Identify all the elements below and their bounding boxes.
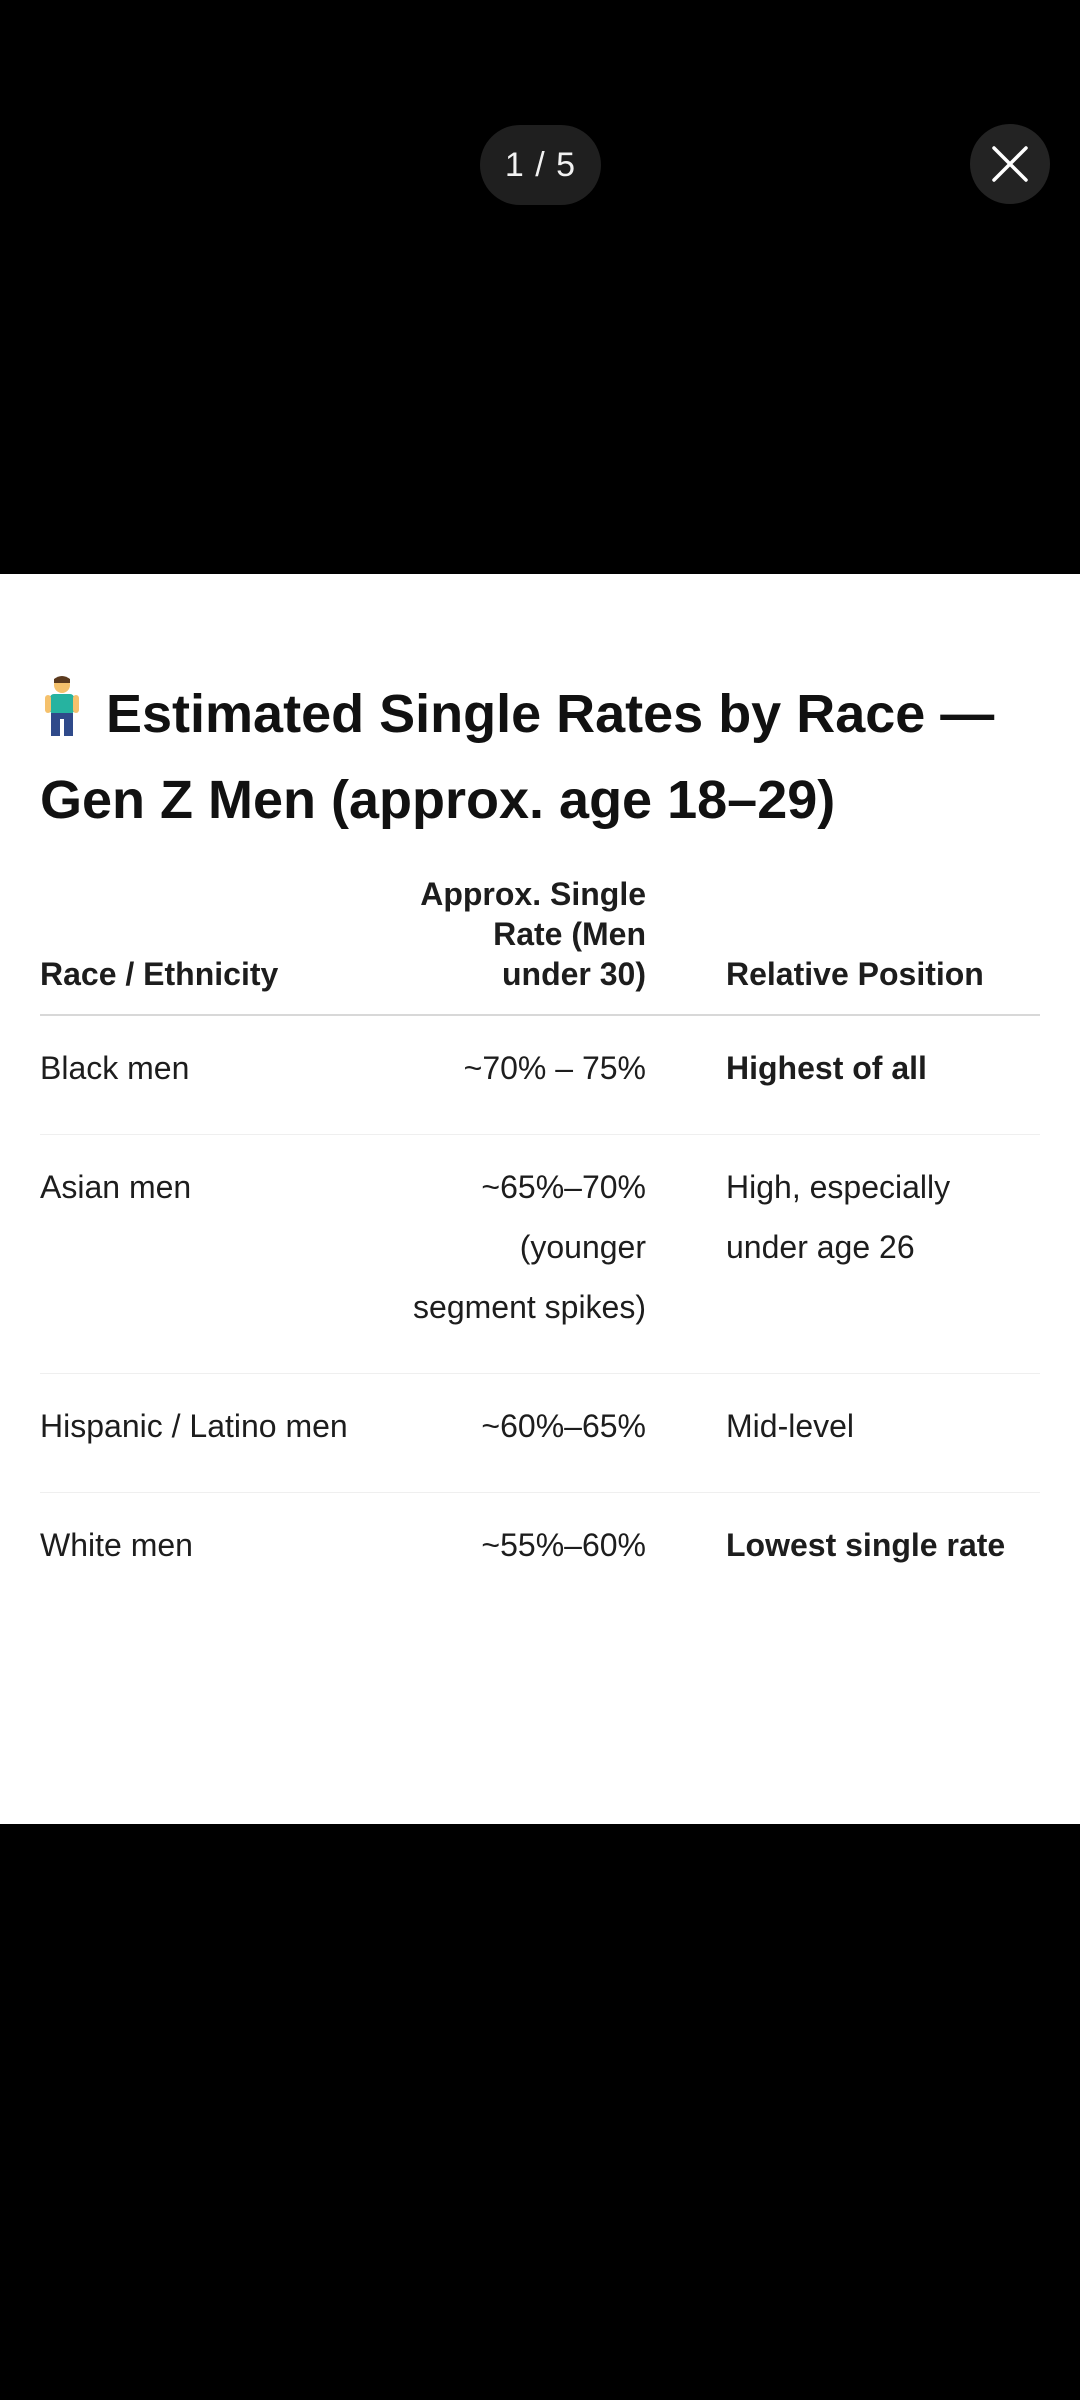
cell-rate: ~65%–70% (younger segment spikes) (410, 1134, 646, 1374)
cell-position: High, especially under age 26 (726, 1134, 1040, 1374)
image-title: Estimated Single Rates by Race — Gen Z M… (40, 674, 1050, 840)
cell-rate: ~60%–65% (410, 1373, 646, 1493)
table-row: White men ~55%–60% Lowest single rate (40, 1493, 1040, 1612)
cell-spacer (646, 1015, 726, 1135)
cell-spacer (646, 1493, 726, 1612)
header-position: Relative Position (726, 874, 1040, 1016)
cell-spacer (646, 1134, 726, 1374)
page-counter: 1 / 5 (480, 125, 601, 205)
header-race: Race / Ethnicity (40, 874, 410, 1016)
header-spacer (646, 874, 726, 1016)
close-button[interactable] (970, 124, 1050, 204)
cell-position: Mid-level (726, 1373, 1040, 1493)
table-row: Asian men ~65%–70% (younger segment spik… (40, 1134, 1040, 1374)
cell-position: Lowest single rate (726, 1527, 1006, 1563)
table-header-row: Race / Ethnicity Approx. Single Rate (Me… (40, 874, 1040, 1016)
standing-man-emoji-icon (40, 676, 84, 760)
cell-position: Highest of all (726, 1015, 1040, 1135)
table-row: Black men ~70% – 75% Highest of all (40, 1015, 1040, 1135)
header-rate: Approx. Single Rate (Men under 30) (410, 874, 646, 1016)
cell-rate: ~70% – 75% (410, 1015, 646, 1135)
title-text: Estimated Single Rates by Race — Gen Z M… (40, 684, 995, 830)
cell-race: White men (40, 1527, 193, 1563)
cell-race: Black men (40, 1015, 410, 1135)
cell-rate: ~55%–60% (481, 1527, 646, 1563)
rates-table: Race / Ethnicity Approx. Single Rate (Me… (40, 874, 1040, 1611)
table-row: Hispanic / Latino men ~60%–65% Mid-level (40, 1373, 1040, 1493)
cell-race: Hispanic / Latino men (40, 1373, 410, 1493)
cell-spacer (646, 1373, 726, 1493)
close-icon (992, 146, 1028, 182)
cell-race: Asian men (40, 1134, 410, 1374)
displayed-image[interactable]: Estimated Single Rates by Race — Gen Z M… (0, 574, 1080, 1824)
